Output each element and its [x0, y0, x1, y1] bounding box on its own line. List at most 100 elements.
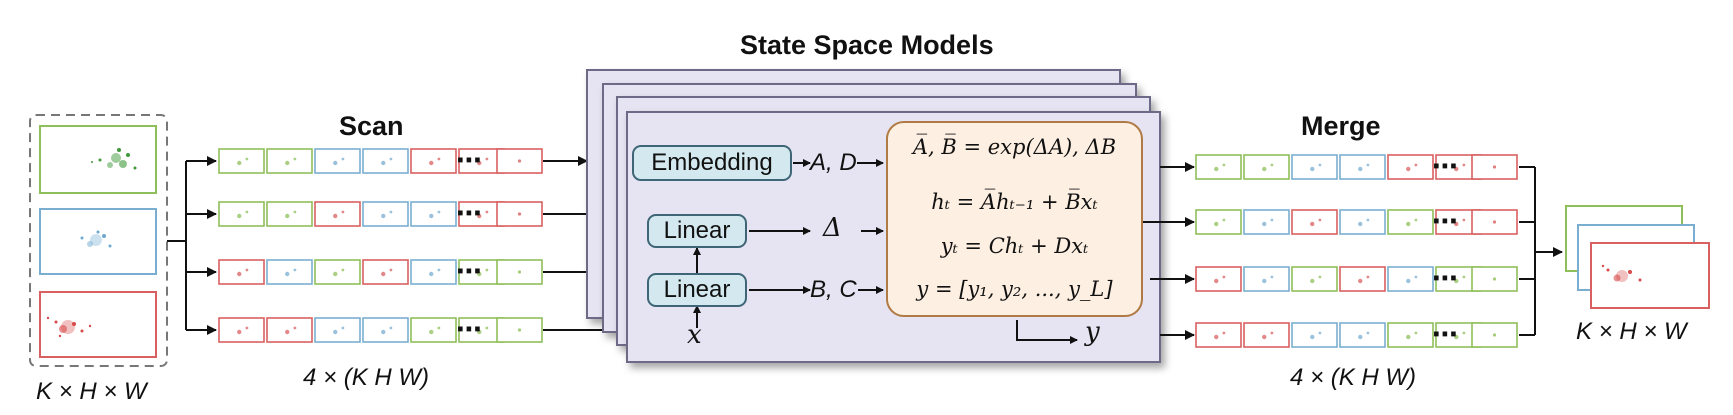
merge-token-mark [1270, 275, 1274, 279]
ssm-title: State Space Models [740, 30, 994, 60]
merge-branch [1519, 166, 1563, 336]
merge-token [1387, 209, 1434, 235]
delta-label: Δ [823, 213, 842, 243]
scan-token-mark [341, 268, 345, 272]
merge-ellipsis: ⋯ [1432, 207, 1458, 237]
scan-token [362, 259, 409, 285]
merge-token-mark [1366, 163, 1370, 167]
input-branch [167, 156, 217, 335]
merge-token-mark [1310, 334, 1315, 340]
equation-sequence: y = [y₁, y₂, ..., y_L] [916, 277, 1113, 301]
equation-discretize: A̅, B̅ = exp(ΔA), ΔB [912, 135, 1117, 159]
scan-token-mark [485, 157, 489, 161]
scan-token-mark [293, 210, 297, 214]
merge-token-mark [1366, 331, 1370, 335]
scan-ellipsis: ⋯ [456, 257, 482, 287]
merge-token [1243, 154, 1290, 180]
scan-token-mark [485, 268, 489, 272]
merge-token-mark [1492, 277, 1497, 281]
merge-token-mark [1414, 163, 1418, 167]
merge-dims-caption: 4 × (K H W) [1290, 364, 1417, 391]
merge-token-mark [1214, 334, 1219, 340]
scan-token-mark [485, 210, 489, 214]
embedding-block: Embedding [632, 145, 792, 181]
merge-token [1339, 154, 1386, 180]
scan-token-mark [341, 157, 345, 161]
scan-token [218, 148, 265, 174]
scan-token-mark [477, 329, 482, 335]
merge-token-mark [1492, 220, 1497, 224]
merge-token-mark [1222, 331, 1226, 335]
scan-token [314, 259, 361, 285]
merge-token-mark [1462, 218, 1466, 222]
merge-token-mark [1262, 166, 1267, 172]
merge-token [1195, 154, 1242, 180]
merge-token-mark [1318, 163, 1322, 167]
merge-token-mark [1414, 218, 1418, 222]
scan-token [314, 148, 361, 174]
scan-token-mark [293, 326, 297, 330]
scan-token-mark [437, 326, 441, 330]
merge-token-mark [1406, 278, 1411, 284]
merge-token-mark [1262, 221, 1267, 227]
scan-token-mark [389, 210, 393, 214]
scan-token [266, 259, 313, 285]
merge-token-mark [1222, 218, 1226, 222]
scan-token-mark [437, 210, 441, 214]
scan-token-mark [381, 329, 386, 335]
merge-token-mark [1462, 163, 1466, 167]
scan-token-mark [245, 326, 249, 330]
scan-token [410, 317, 457, 343]
scan-token [410, 259, 457, 285]
scan-token-mark [381, 160, 386, 166]
scan-title: Scan [339, 111, 404, 141]
scan-token [266, 148, 313, 174]
scan-token-mark [429, 160, 434, 166]
input-red-scatter [46, 316, 92, 338]
merge-token-mark [1310, 221, 1315, 227]
scan-token-mark [429, 213, 434, 219]
scan-token-mark [285, 213, 290, 219]
merge-token [1291, 209, 1338, 235]
scan-token [410, 148, 457, 174]
scan-token [218, 259, 265, 285]
scan-token-mark [485, 326, 489, 330]
scan-ellipsis: ⋯ [456, 315, 482, 345]
output-red-scatter [1601, 264, 1642, 282]
merge-token [1387, 322, 1434, 348]
merge-token-mark [1454, 166, 1459, 172]
scan-token-mark [517, 212, 522, 216]
merge-token-mark [1406, 221, 1411, 227]
merge-ellipsis: ⋯ [1432, 264, 1458, 294]
scan-token [362, 148, 409, 174]
ssm-to-merge-arrows [1136, 162, 1195, 340]
merge-token-mark [1222, 163, 1226, 167]
scan-token-mark [429, 271, 434, 277]
merge-ellipsis: ⋯ [1432, 320, 1458, 350]
scan-token-last [496, 148, 543, 174]
a-d-label: A, D [810, 149, 857, 176]
equation-box: A̅, B̅ = exp(ΔA), ΔB hₜ = A̅hₜ₋₁ + B̅xₜ … [886, 121, 1143, 317]
merge-token [1387, 154, 1434, 180]
scan-token-mark [285, 160, 290, 166]
input-blue-scatter [80, 230, 112, 248]
scan-token-mark [429, 329, 434, 335]
merge-token [1195, 322, 1242, 348]
linear-block-top: Linear [647, 214, 747, 248]
y-label: y [1085, 317, 1100, 347]
scan-token [266, 317, 313, 343]
input-dims-caption: K × H × W [36, 378, 147, 405]
merge-token-mark [1366, 218, 1370, 222]
merge-sequences: ⋯ ⋯ ⋯ ⋯ [1195, 152, 1518, 350]
linear-block-bottom: Linear [647, 273, 747, 307]
scan-token-mark [477, 213, 482, 219]
merge-token [1243, 266, 1290, 292]
ssm-internal-arrows [693, 159, 1078, 344]
merge-token [1195, 209, 1242, 235]
scan-token-mark [285, 271, 290, 277]
scan-token-mark [333, 271, 338, 277]
merge-token [1339, 209, 1386, 235]
scan-token-mark [237, 271, 242, 277]
scan-token-mark [285, 329, 290, 335]
